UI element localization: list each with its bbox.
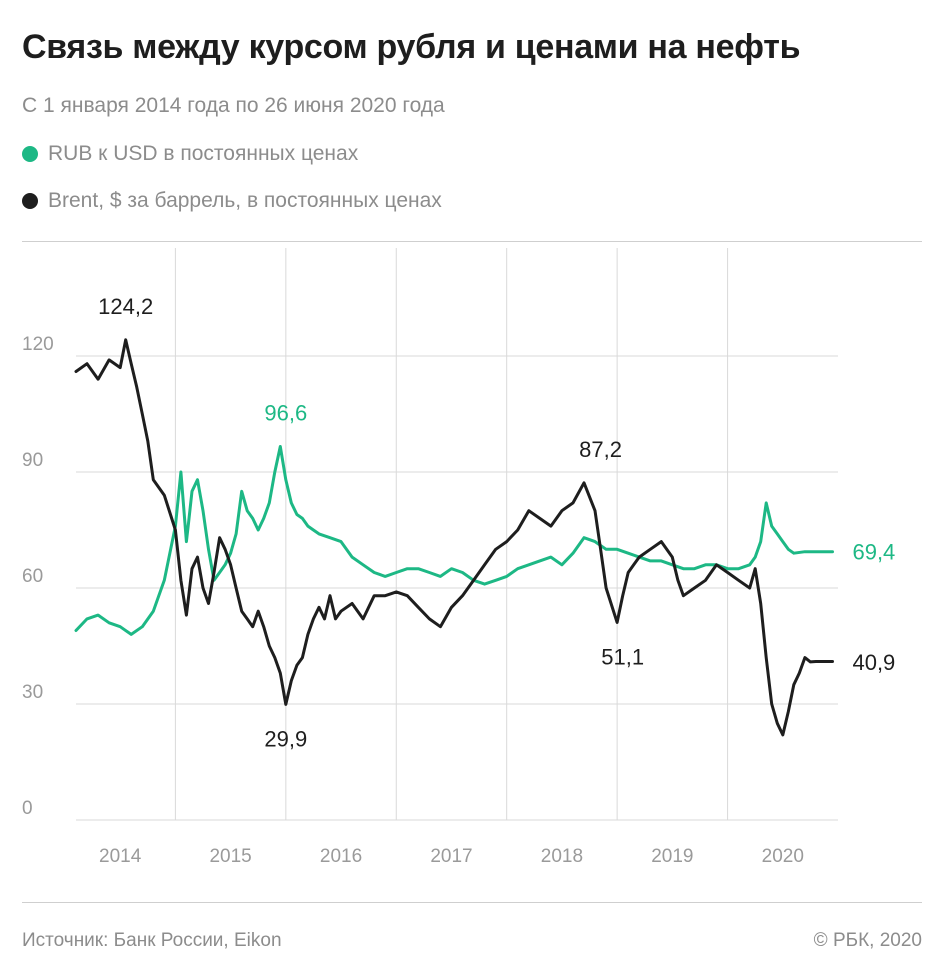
legend-label-brent: Brent, $ за баррель, в постоянных ценах (48, 189, 442, 212)
data-label-87-2: 87,2 (579, 437, 622, 462)
x-tick-label-2019: 2019 (651, 846, 693, 867)
chart-title: Связь между курсом рубля и ценами на неф… (22, 28, 801, 66)
bottom-divider (22, 902, 922, 903)
legend-dot-rub (22, 146, 38, 162)
x-tick-label-2017: 2017 (430, 846, 472, 867)
data-label-40-9: 40,9 (852, 650, 895, 675)
x-tick-label-2020: 2020 (762, 846, 804, 867)
x-tick-label-2018: 2018 (541, 846, 583, 867)
source-note: Источник: Банк России, Eikon (22, 930, 282, 951)
y-tick-label-0: 0 (22, 798, 33, 819)
legend-item-rub: RUB к USD в постоянных ценах (22, 142, 358, 166)
line-chart: 0 30 60 90 120 2014 2015 2016 2017 2018 2019 2020 12… (22, 248, 895, 867)
legend-dot-brent (22, 193, 38, 209)
data-label-51-1: 51,1 (601, 644, 644, 669)
legend-item-brent: Brent, $ за баррель, в постоянных ценах (22, 189, 442, 213)
chart-subtitle: С 1 января 2014 года по 26 июня 2020 год… (22, 94, 445, 117)
x-tick-label-2016: 2016 (320, 846, 362, 867)
top-divider (22, 241, 922, 242)
legend-label-rub: RUB к USD в постоянных ценах (48, 142, 359, 165)
y-tick-label-120: 120 (22, 334, 54, 355)
copyright-note: © РБК, 2020 (813, 930, 922, 951)
series-line-brent (74, 338, 834, 737)
data-label-96-6: 96,6 (264, 400, 307, 425)
data-label-29-9: 29,9 (264, 726, 307, 751)
data-label-69-4: 69,4 (852, 540, 895, 565)
y-tick-label-90: 90 (22, 450, 43, 471)
data-label-124-2: 124,2 (98, 294, 153, 319)
x-tick-label-2014: 2014 (99, 846, 142, 867)
y-tick-label-30: 30 (22, 682, 43, 703)
x-tick-label-2015: 2015 (209, 846, 251, 867)
y-tick-label-60: 60 (22, 566, 43, 587)
